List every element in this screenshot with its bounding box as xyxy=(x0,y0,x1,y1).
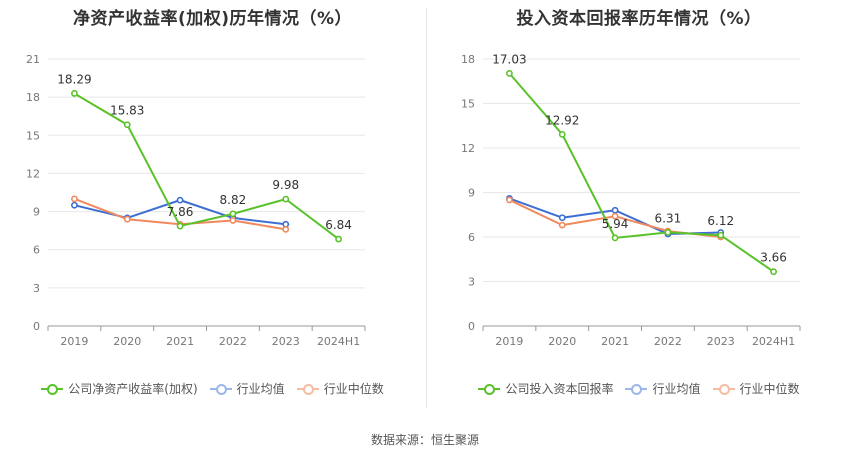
x-tick-label: 2021 xyxy=(601,335,629,348)
x-tick-label: 2023 xyxy=(272,335,300,348)
x-tick-label: 2020 xyxy=(113,335,141,348)
legend-median-label: 行业中位数 xyxy=(739,382,800,396)
point-company[interactable] xyxy=(558,130,566,138)
y-tick-label: 15 xyxy=(461,98,475,111)
point-industry-average[interactable] xyxy=(611,206,619,214)
chart-legend: 公司投入资本回报率 行业均值 行业中位数 xyxy=(428,380,850,397)
point-industry-average[interactable] xyxy=(558,214,566,222)
y-tick-label: 6 xyxy=(468,231,475,244)
y-tick-label: 3 xyxy=(468,276,475,289)
y-tick-label: 21 xyxy=(26,53,40,66)
data-label: 17.03 xyxy=(492,52,526,66)
y-tick-label: 0 xyxy=(33,320,40,333)
data-label: 6.12 xyxy=(707,214,734,228)
chart-title: 净资产收益率(加权)历年情况（%） xyxy=(72,9,353,29)
x-tick-label: 2023 xyxy=(707,335,735,348)
legend-average-marker xyxy=(625,383,648,395)
point-industry-median[interactable] xyxy=(282,225,290,233)
legend-median-marker xyxy=(712,383,735,395)
point-industry-median[interactable] xyxy=(229,217,237,224)
legend-company[interactable]: 公司投入资本回报率 xyxy=(478,380,613,397)
point-company[interactable] xyxy=(770,268,777,276)
point-company[interactable] xyxy=(664,229,672,236)
point-company[interactable] xyxy=(282,195,290,203)
data-label: 15.83 xyxy=(110,104,144,118)
y-tick-label: 18 xyxy=(26,91,40,104)
y-tick-label: 9 xyxy=(33,206,40,219)
legend-median-marker xyxy=(296,383,319,395)
point-industry-median[interactable] xyxy=(506,196,513,204)
x-tick-label: 2024H1 xyxy=(317,335,360,348)
data-label: 18.29 xyxy=(57,72,91,86)
x-tick-label: 2019 xyxy=(495,335,523,348)
chart-legend: 公司净资产收益率(加权) 行业均值 行业中位数 xyxy=(0,380,425,397)
roe-line-chart: 0 3 6 9 12 15 18 21 2019 2020 2021 2022 2023 2024H1 18… xyxy=(26,53,366,348)
point-industry-median[interactable] xyxy=(558,221,566,229)
x-tick-label: 2024H1 xyxy=(752,335,795,348)
legend-industry-median[interactable]: 行业中位数 xyxy=(712,380,800,397)
x-tick-label: 2021 xyxy=(166,335,194,348)
legend-average-label: 行业均值 xyxy=(652,382,701,396)
y-tick-label: 15 xyxy=(26,129,40,142)
legend-company-label: 公司投入资本回报率 xyxy=(505,382,614,396)
legend-company-label: 公司净资产收益率(加权) xyxy=(68,382,198,396)
point-company[interactable] xyxy=(335,235,342,243)
y-tick-label: 3 xyxy=(33,282,40,295)
data-label: 9.98 xyxy=(272,178,299,192)
legend-company[interactable]: 公司净资产收益率(加权) xyxy=(41,380,198,397)
y-tick-label: 18 xyxy=(461,53,475,66)
point-industry-median[interactable] xyxy=(71,195,78,203)
data-label: 3.66 xyxy=(760,251,787,265)
point-company[interactable] xyxy=(717,231,725,239)
point-company[interactable] xyxy=(176,222,184,230)
roe-chart-panel: 净资产收益率(加权)历年情况（%） 0 3 6 9 12 15 18 21 2019 2020 20… xyxy=(0,0,425,410)
y-tick-label: 0 xyxy=(468,320,475,333)
data-label: 12.92 xyxy=(545,113,579,127)
x-tick-label: 2022 xyxy=(219,335,247,348)
legend-average-label: 行业均值 xyxy=(236,382,285,396)
x-tick-label: 2020 xyxy=(548,335,576,348)
point-company[interactable] xyxy=(229,210,237,218)
legend-industry-average[interactable]: 行业均值 xyxy=(625,380,701,397)
y-tick-label: 12 xyxy=(461,142,475,155)
point-company[interactable] xyxy=(123,121,131,129)
legend-industry-median[interactable]: 行业中位数 xyxy=(296,380,384,397)
x-tick-label: 2022 xyxy=(654,335,682,348)
legend-median-label: 行业中位数 xyxy=(323,382,384,396)
y-tick-label: 12 xyxy=(26,167,40,180)
legend-company-marker xyxy=(478,383,501,395)
data-label: 6.31 xyxy=(655,211,682,225)
point-company[interactable] xyxy=(611,234,619,242)
legend-company-marker xyxy=(41,383,64,395)
series-line-company xyxy=(508,72,775,273)
data-label: 7.86 xyxy=(167,205,194,219)
roic-chart-panel: 投入资本回报率历年情况（%） 0 3 6 9 12 15 18 2019 2020 2021 202… xyxy=(428,0,850,410)
point-industry-median[interactable] xyxy=(611,212,619,220)
y-tick-label: 9 xyxy=(468,187,475,200)
data-source-note: 数据来源：恒生聚源 xyxy=(370,433,479,447)
data-label: 6.84 xyxy=(325,218,352,232)
point-industry-median[interactable] xyxy=(123,215,131,223)
series-line-company xyxy=(73,92,340,240)
point-industry-average[interactable] xyxy=(71,201,78,209)
point-company[interactable] xyxy=(506,69,513,77)
x-tick-label: 2019 xyxy=(60,335,88,348)
roic-line-chart: 0 3 6 9 12 15 18 2019 2020 2021 2022 2023 2024H1 17.0… xyxy=(461,52,801,348)
point-company[interactable] xyxy=(71,90,78,97)
legend-industry-average[interactable]: 行业均值 xyxy=(209,380,285,397)
data-label: 5.94 xyxy=(602,217,629,231)
y-tick-label: 6 xyxy=(33,244,40,257)
panel-divider xyxy=(426,8,427,408)
legend-average-marker xyxy=(209,383,232,395)
point-industry-average[interactable] xyxy=(176,196,184,204)
data-label: 8.82 xyxy=(220,193,247,207)
chart-title: 投入资本回报率历年情况（%） xyxy=(516,9,762,29)
